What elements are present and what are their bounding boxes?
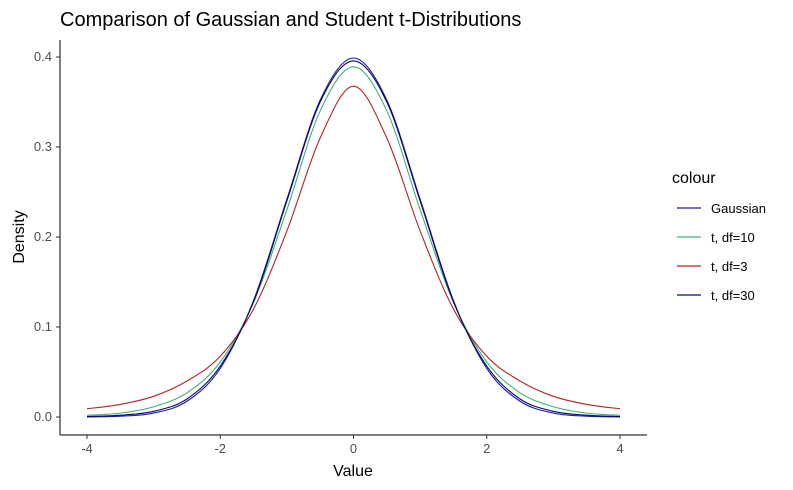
x-axis-title: Value [333,463,373,480]
legend-label-t-df-30: t, df=30 [711,288,755,303]
y-axis-ticks: 0.0 0.1 0.2 0.3 0.4 [34,49,60,424]
legend-label-t-df-3: t, df=3 [711,259,748,274]
series-line-t-df-3 [86,85,621,410]
y-tick-label: 0.4 [34,49,52,64]
plot-area: 0.0 0.1 0.2 0.3 0.4 -4 -2 0 2 4 [34,40,647,456]
x-tick-label: 2 [483,441,490,456]
y-tick-label: 0.0 [34,409,52,424]
series-curves [86,57,621,418]
series-line-t-df-30 [86,60,621,418]
legend-items: Gaussian t, df=10 t, df=3 t, df=30 [677,201,766,303]
series-line-gaussian [86,57,621,418]
y-axis-title: Density [11,210,28,263]
x-axis-ticks: -4 -2 0 2 4 [81,435,624,456]
y-tick-label: 0.1 [34,319,52,334]
chart-title: Comparison of Gaussian and Student t-Dis… [60,9,521,31]
x-tick-label: 4 [616,441,623,456]
x-tick-label: 0 [350,441,357,456]
y-tick-label: 0.3 [34,139,52,154]
legend: colour Gaussian t, df=10 t, df=3 t, df=30 [672,170,766,303]
legend-label-t-df-10: t, df=10 [711,230,755,245]
legend-label-gaussian: Gaussian [711,201,766,216]
y-tick-label: 0.2 [34,229,52,244]
legend-title: colour [672,170,716,187]
series-line-t-df-10 [86,66,621,416]
x-tick-label: -4 [81,441,93,456]
x-tick-label: -2 [214,441,226,456]
